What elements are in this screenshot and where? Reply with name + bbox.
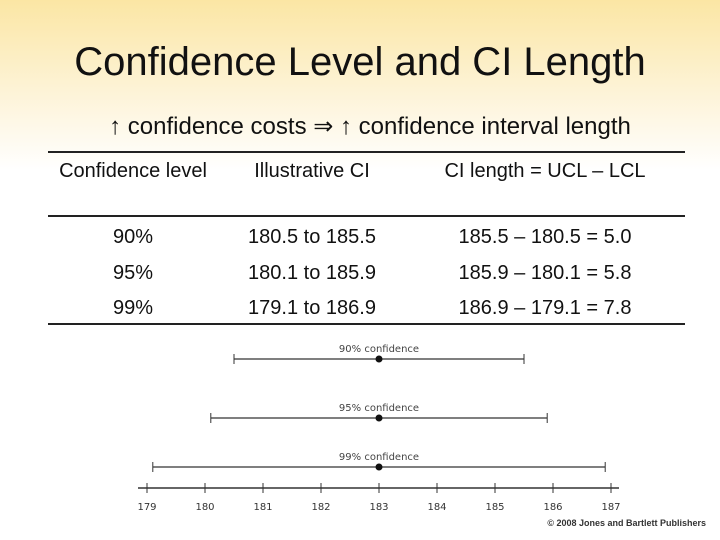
table-cell: 179.1 to 186.9 bbox=[248, 297, 376, 319]
table-header: CI length = UCL – LCL bbox=[444, 160, 646, 182]
axis-tick-label: 185 bbox=[485, 502, 504, 513]
interval-label: 90% confidence bbox=[339, 344, 419, 355]
table-header: Confidence level bbox=[59, 160, 207, 182]
table-cell: 180.1 to 185.9 bbox=[248, 261, 376, 284]
interval-center bbox=[375, 355, 383, 363]
interval-label: 95% confidence bbox=[339, 403, 419, 414]
interval-diagram: 179 180 181 182 183 184 185 186 187 90% confidenc… bbox=[137, 344, 620, 513]
table-cell: 180.5 to 185.5 bbox=[248, 226, 376, 248]
interval-center bbox=[375, 463, 383, 471]
axis-tick-label: 179 bbox=[137, 502, 156, 513]
axis-tick-label: 184 bbox=[427, 502, 446, 513]
interval-center bbox=[375, 414, 383, 422]
slide-subtitle: ↑ confidence costs ⇒ ↑ confidence interv… bbox=[109, 113, 631, 140]
axis-tick-label: 187 bbox=[601, 502, 620, 513]
table-cell: 185.9 – 180.1 = 5.8 bbox=[458, 261, 632, 284]
axis-tick-label: 182 bbox=[311, 502, 330, 513]
axis-tick-label: 181 bbox=[253, 502, 272, 513]
interval-label: 99% confidence bbox=[339, 452, 419, 463]
table-rule bbox=[48, 323, 685, 325]
table-cell: 95% bbox=[112, 261, 154, 284]
table-rule bbox=[48, 215, 685, 217]
copyright: © 2008 Jones and Bartlett Publishers bbox=[547, 518, 706, 528]
axis-tick-label: 180 bbox=[195, 502, 214, 513]
table-rule bbox=[48, 151, 685, 153]
table-cell: 186.9 – 179.1 = 7.8 bbox=[458, 297, 632, 319]
slide-title: Confidence Level and CI Length bbox=[74, 40, 646, 84]
table-cell: 99% bbox=[112, 297, 154, 319]
axis-tick-label: 183 bbox=[369, 502, 388, 513]
table-cell: 90% bbox=[112, 226, 154, 248]
table-header: Illustrative CI bbox=[254, 160, 370, 182]
axis-tick-label: 186 bbox=[543, 502, 562, 513]
table-cell: 185.5 – 180.5 = 5.0 bbox=[458, 226, 632, 248]
